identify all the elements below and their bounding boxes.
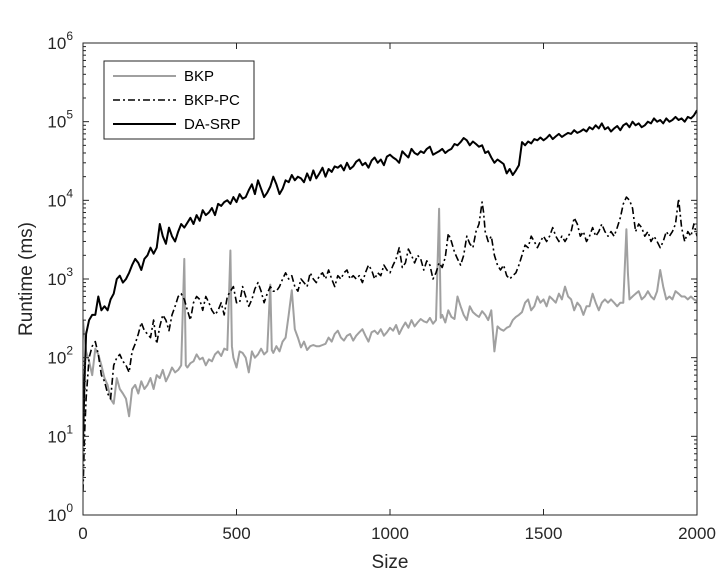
- x-tick-label: 0: [78, 524, 87, 543]
- y-tick-base: 10: [47, 506, 66, 525]
- series-line-bkp-pc: [83, 196, 697, 492]
- y-tick-exponent: 1: [66, 422, 73, 436]
- series-line-da-srp: [83, 109, 697, 445]
- y-tick-label: 103: [47, 265, 73, 289]
- y-tick-exponent: 5: [66, 108, 73, 122]
- y-tick-label: 101: [47, 422, 73, 446]
- y-tick-base: 10: [47, 349, 66, 368]
- x-tick-label: 1500: [525, 524, 563, 543]
- y-tick-label: 100: [47, 501, 73, 525]
- legend-label-bkp: BKP: [184, 68, 214, 85]
- y-tick-label: 104: [47, 186, 73, 210]
- y-tick-base: 10: [47, 113, 66, 132]
- y-tick-base: 10: [47, 34, 66, 53]
- x-tick-label: 2000: [678, 524, 716, 543]
- y-tick-label: 102: [47, 344, 73, 368]
- y-tick-base: 10: [47, 191, 66, 210]
- y-tick-label: 106: [47, 29, 73, 53]
- series-line-bkp: [83, 207, 697, 418]
- y-tick-exponent: 6: [66, 29, 73, 43]
- x-axis-title: Size: [372, 552, 409, 573]
- y-axis-title: Runtime (ms): [16, 222, 37, 336]
- y-tick-base: 10: [47, 270, 66, 289]
- x-axis: 0 500 1000 1500 2000: [78, 43, 716, 543]
- y-tick-exponent: 4: [66, 186, 73, 200]
- legend: BKP BKP-PC DA-SRP: [103, 60, 255, 140]
- x-tick-label: 1000: [371, 524, 409, 543]
- legend-label-da-srp: DA-SRP: [184, 116, 241, 133]
- y-tick-exponent: 3: [66, 265, 73, 279]
- x-tick-label: 500: [222, 524, 250, 543]
- y-tick-base: 10: [47, 427, 66, 446]
- y-tick-exponent: 2: [66, 344, 73, 358]
- y-tick-exponent: 0: [66, 501, 73, 515]
- y-tick-label: 105: [47, 108, 73, 132]
- legend-label-bkp-pc: BKP-PC: [184, 92, 240, 109]
- series-layer: [83, 109, 697, 492]
